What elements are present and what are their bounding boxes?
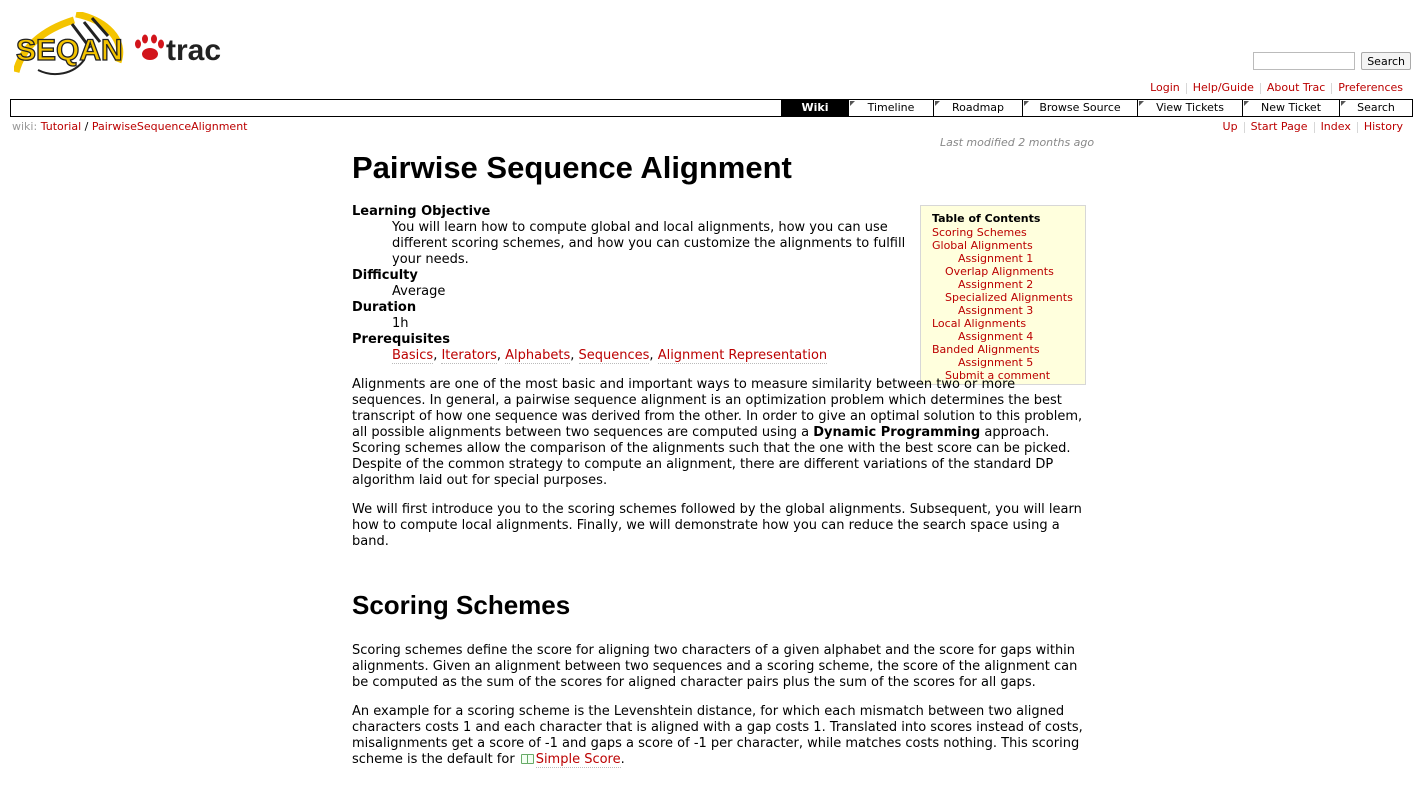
intro-paragraph-1: Alignments are one of the most basic and… bbox=[352, 377, 1088, 489]
tab-label: New Ticket bbox=[1260, 101, 1322, 114]
toc-item[interactable]: Assignment 5 bbox=[958, 356, 1034, 369]
scoring-paragraph-2: An example for a scoring scheme is the L… bbox=[352, 704, 1088, 768]
breadcrumb-page-link[interactable]: PairwiseSequenceAlignment bbox=[91, 120, 248, 133]
toc-item[interactable]: Assignment 4 bbox=[958, 330, 1034, 343]
logo-graphic: SEQAN trac bbox=[12, 10, 221, 76]
up-link[interactable]: Up bbox=[1222, 120, 1238, 133]
toc-item[interactable]: Submit a comment bbox=[945, 369, 1051, 382]
difficulty-label: Difficulty bbox=[352, 268, 418, 283]
scoring-paragraph-1: Scoring schemes define the score for ali… bbox=[352, 643, 1078, 690]
seqan-trac-logo[interactable]: SEQAN trac bbox=[12, 10, 229, 82]
duration-value: 1h bbox=[392, 316, 409, 331]
svg-text:SEQAN: SEQAN bbox=[16, 34, 123, 67]
search-form: Search bbox=[1253, 52, 1411, 70]
login-link[interactable]: Login bbox=[1150, 81, 1180, 94]
scoring-text: An example for a scoring scheme is the L… bbox=[352, 704, 1083, 767]
breadcrumb-separator: / bbox=[84, 120, 89, 133]
tutorial-info: Learning Objective You will learn how to… bbox=[352, 204, 1088, 364]
separator bbox=[1185, 83, 1187, 94]
toc-item[interactable]: Assignment 3 bbox=[958, 304, 1034, 317]
separator bbox=[1243, 122, 1245, 133]
prereq-link-alphabets[interactable]: Alphabets bbox=[505, 348, 571, 364]
period: . bbox=[620, 752, 625, 767]
prereq-link-sequences[interactable]: Sequences bbox=[578, 348, 650, 364]
toc-item[interactable]: Banded Alignments bbox=[932, 343, 1040, 356]
toc-item[interactable]: Local Alignments bbox=[932, 317, 1027, 330]
preferences-link[interactable]: Preferences bbox=[1338, 81, 1403, 94]
dynamic-programming-term: Dynamic Programming bbox=[813, 425, 981, 440]
prerequisites-links: Basics, Iterators, Alphabets, Sequences,… bbox=[392, 348, 828, 364]
tab-label: Wiki bbox=[801, 101, 829, 114]
tab-label: Timeline bbox=[867, 101, 915, 114]
about-trac-link[interactable]: About Trac bbox=[1266, 81, 1326, 94]
history-link[interactable]: History bbox=[1363, 120, 1403, 133]
start-page-link[interactable]: Start Page bbox=[1250, 120, 1308, 133]
search-input[interactable] bbox=[1253, 52, 1356, 70]
duration-label: Duration bbox=[352, 300, 417, 315]
context-navigation: Up Start Page Index History bbox=[1217, 120, 1409, 133]
separator bbox=[1331, 83, 1333, 94]
prereq-link-iterators[interactable]: Iterators bbox=[441, 348, 497, 364]
toc-item[interactable]: Global Alignments bbox=[932, 239, 1033, 252]
intro-paragraph-2: We will first introduce you to the scori… bbox=[352, 502, 1082, 549]
page-title: Pairwise Sequence Alignment bbox=[352, 150, 792, 185]
toc-title: Table of Contents bbox=[932, 212, 1041, 225]
intro-text-a: Alignments are one of the most basic and… bbox=[352, 377, 1083, 440]
tab-timeline[interactable]: Timeline bbox=[848, 100, 933, 116]
tab-label: Roadmap bbox=[951, 101, 1005, 114]
simple-score-link[interactable]: Simple Score bbox=[535, 752, 621, 768]
objective-text: You will learn how to compute global and… bbox=[392, 220, 906, 267]
tab-browse-source[interactable]: Browse Source bbox=[1022, 100, 1137, 116]
intro-text-b: approach. Scoring schemes allow the comp… bbox=[352, 425, 1071, 488]
index-link[interactable]: Index bbox=[1320, 120, 1351, 133]
tab-roadmap[interactable]: Roadmap bbox=[933, 100, 1022, 116]
prerequisites-label: Prerequisites bbox=[352, 332, 450, 347]
tab-label: View Tickets bbox=[1156, 101, 1224, 114]
toc-item[interactable]: Assignment 1 bbox=[958, 252, 1034, 265]
toc-item[interactable]: Assignment 2 bbox=[958, 278, 1034, 291]
breadcrumb-prefix: wiki: bbox=[12, 120, 38, 133]
separator bbox=[1356, 122, 1358, 133]
tab-wiki[interactable]: Wiki bbox=[781, 100, 848, 116]
toc-item[interactable]: Specialized Alignments bbox=[945, 291, 1073, 304]
svg-text:trac: trac bbox=[166, 34, 221, 67]
tab-view-tickets[interactable]: View Tickets bbox=[1137, 100, 1242, 116]
breadcrumb-tutorial-link[interactable]: Tutorial bbox=[40, 120, 82, 133]
meta-navigation: Login Help/Guide About Trac Preferences bbox=[1144, 81, 1409, 94]
section-scoring-schemes: Scoring Schemes bbox=[352, 590, 571, 620]
tab-new-ticket[interactable]: New Ticket bbox=[1242, 100, 1339, 116]
table-of-contents: Table of Contents Scoring Schemes Global… bbox=[920, 205, 1086, 385]
book-icon bbox=[520, 754, 534, 764]
toc-item[interactable]: Overlap Alignments bbox=[945, 265, 1054, 278]
wiki-content: Pairwise Sequence Alignment Learning Obj… bbox=[352, 148, 1088, 768]
prereq-link-basics[interactable]: Basics bbox=[392, 348, 434, 364]
tab-search[interactable]: Search bbox=[1339, 100, 1412, 116]
help-guide-link[interactable]: Help/Guide bbox=[1192, 81, 1254, 94]
tab-label: Search bbox=[1357, 101, 1395, 114]
tab-label: Browse Source bbox=[1039, 101, 1121, 114]
separator bbox=[1313, 122, 1315, 133]
difficulty-value: Average bbox=[392, 284, 446, 299]
prereq-link-alignment-representation[interactable]: Alignment Representation bbox=[657, 348, 828, 364]
last-modified: Last modified 2 months ago bbox=[940, 136, 1095, 149]
main-navigation: Wiki Timeline Roadmap Browse Source View… bbox=[10, 99, 1413, 117]
search-button[interactable]: Search bbox=[1361, 52, 1411, 70]
objective-label: Learning Objective bbox=[352, 204, 491, 219]
toc-item[interactable]: Scoring Schemes bbox=[932, 226, 1027, 239]
breadcrumb: wiki: Tutorial / PairwiseSequenceAlignme… bbox=[12, 120, 248, 133]
separator bbox=[1259, 83, 1261, 94]
